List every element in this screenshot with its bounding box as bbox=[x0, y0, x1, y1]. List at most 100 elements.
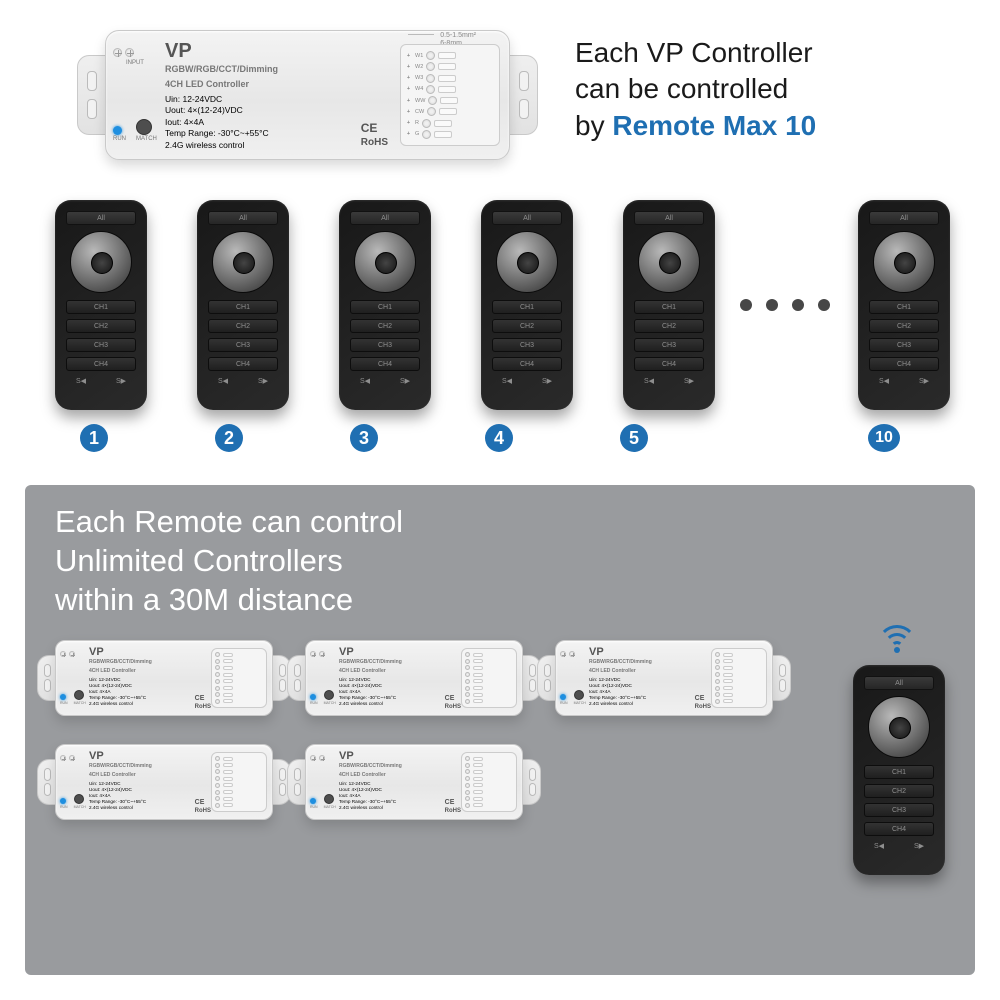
remote-scene-left[interactable]: S◀ bbox=[502, 377, 512, 385]
remote-ch3-button[interactable]: CH3 bbox=[350, 338, 420, 352]
run-label: RUN bbox=[113, 135, 126, 142]
remote-all-button[interactable]: All bbox=[350, 211, 420, 225]
ce-mark: CE bbox=[361, 121, 378, 135]
remote-all-button[interactable]: All bbox=[864, 676, 934, 690]
remote-ch2-button[interactable]: CH2 bbox=[208, 319, 278, 333]
bottom-l3: within a 30M distance bbox=[55, 582, 353, 617]
remote-scene-right[interactable]: S▶ bbox=[116, 377, 126, 385]
remote-control: All CH1 CH2 CH3 CH4 S◀ S▶ bbox=[339, 200, 431, 410]
vp-controller-small: RUNMATCHVPRGBW/RGB/CCT/Dimming4CH LED Co… bbox=[305, 640, 523, 716]
remote-ch2-button[interactable]: CH2 bbox=[66, 319, 136, 333]
remote-number-row: 12345 10 bbox=[80, 424, 950, 452]
vp-controller-small: RUNMATCHVPRGBW/RGB/CCT/Dimming4CH LED Co… bbox=[555, 640, 773, 716]
remote-ch3-button[interactable]: CH3 bbox=[492, 338, 562, 352]
top-caption-l1: Each VP Controller bbox=[575, 37, 813, 68]
remote-row: AllCH1CH2CH3CH4S◀S▶AllCH1CH2CH3CH4S◀S▶Al… bbox=[55, 200, 950, 410]
remote-ch4-button[interactable]: CH4 bbox=[208, 357, 278, 371]
ellipsis-dot-icon bbox=[792, 299, 804, 311]
remote-scene-left[interactable]: S◀ bbox=[874, 842, 884, 850]
remote-all-button[interactable]: All bbox=[869, 211, 939, 225]
bottom-l1: Each Remote can control bbox=[55, 504, 403, 539]
ellipsis-dot-icon bbox=[740, 299, 752, 311]
remote-ch1-button[interactable]: CH1 bbox=[634, 300, 704, 314]
remote-ch2-button[interactable]: CH2 bbox=[864, 784, 934, 798]
output-row: +R bbox=[405, 119, 495, 128]
remote-ch1-button[interactable]: CH1 bbox=[208, 300, 278, 314]
remote-scene-left[interactable]: S◀ bbox=[76, 377, 86, 385]
remote-control: All CH1 CH2 CH3 CH4 S◀ S▶ bbox=[858, 200, 950, 410]
remote-ch4-button[interactable]: CH4 bbox=[66, 357, 136, 371]
remote-ch1-button[interactable]: CH1 bbox=[492, 300, 562, 314]
remote-all-button[interactable]: All bbox=[208, 211, 278, 225]
controller-spec2: Uout: 4×(12-24)VDC bbox=[165, 105, 395, 116]
remote-ch2-button[interactable]: CH2 bbox=[350, 319, 420, 333]
remote-ch1-button[interactable]: CH1 bbox=[66, 300, 136, 314]
remote-scene-right[interactable]: S▶ bbox=[914, 842, 924, 850]
remote-ch2-button[interactable]: CH2 bbox=[492, 319, 562, 333]
remote-scene-right[interactable]: S▶ bbox=[919, 377, 929, 385]
remote-scene-left[interactable]: S◀ bbox=[644, 377, 654, 385]
bottom-remote: All CH1 CH2 CH3 CH4 S◀ S▶ bbox=[853, 665, 945, 875]
remote-all-button[interactable]: All bbox=[634, 211, 704, 225]
remote-ch1-button[interactable]: CH1 bbox=[864, 765, 934, 779]
remote-wheel[interactable] bbox=[212, 231, 274, 293]
match-button[interactable] bbox=[136, 119, 152, 135]
remote-control: All CH1 CH2 CH3 CH4 S◀ S▶ bbox=[623, 200, 715, 410]
remote-wheel[interactable] bbox=[868, 696, 930, 758]
remote-ch2-button[interactable]: CH2 bbox=[634, 319, 704, 333]
remote-ch4-button[interactable]: CH4 bbox=[492, 357, 562, 371]
remote-ch1-button[interactable]: CH1 bbox=[869, 300, 939, 314]
remote-cluster: AllCH1CH2CH3CH4S◀S▶AllCH1CH2CH3CH4S◀S▶Al… bbox=[55, 200, 715, 410]
certification-block: CE RoHS bbox=[361, 122, 388, 148]
remote-scene-right[interactable]: S▶ bbox=[258, 377, 268, 385]
remote-ch4-button[interactable]: CH4 bbox=[864, 822, 934, 836]
match-label: MATCH bbox=[136, 135, 157, 142]
remote-number-badge: 5 bbox=[620, 424, 648, 452]
remote-wheel[interactable] bbox=[873, 231, 935, 293]
output-row: +G bbox=[405, 130, 495, 139]
bottom-caption: Each Remote can control Unlimited Contro… bbox=[55, 503, 945, 619]
remote-ch3-button[interactable]: CH3 bbox=[66, 338, 136, 352]
mount-ear-right-icon bbox=[510, 55, 538, 135]
remote-last-slot: All CH1 CH2 CH3 CH4 S◀ S▶ bbox=[858, 200, 950, 410]
remote-wheel[interactable] bbox=[638, 231, 700, 293]
remote-all-button[interactable]: All bbox=[66, 211, 136, 225]
top-caption-l2: can be controlled bbox=[575, 73, 788, 104]
remote-number-badge: 3 bbox=[350, 424, 378, 452]
remote-ch3-button[interactable]: CH3 bbox=[864, 803, 934, 817]
output-row: +WW bbox=[405, 96, 495, 105]
controller-sub2: 4CH LED Controller bbox=[165, 79, 395, 89]
mount-ear-left-icon bbox=[77, 55, 105, 135]
remote-scene-left[interactable]: S◀ bbox=[879, 377, 889, 385]
top-caption: Each VP Controller can be controlled by … bbox=[575, 35, 960, 144]
input-label: INPUT bbox=[113, 59, 157, 66]
remote-ch4-button[interactable]: CH4 bbox=[350, 357, 420, 371]
remote-ch3-button[interactable]: CH3 bbox=[208, 338, 278, 352]
run-led-icon bbox=[113, 126, 122, 135]
output-row: +CW bbox=[405, 107, 495, 116]
remote-ch4-button[interactable]: CH4 bbox=[869, 357, 939, 371]
controller-output-block: +W1+W2+W3+W4+WW+CW+R+G bbox=[400, 44, 500, 146]
output-row: +W1 bbox=[405, 51, 495, 60]
remote-wheel[interactable] bbox=[354, 231, 416, 293]
remote-number-last: 10 bbox=[868, 424, 900, 452]
remote-scene-right[interactable]: S▶ bbox=[542, 377, 552, 385]
remote-ch2-button[interactable]: CH2 bbox=[869, 319, 939, 333]
remote-scene-right[interactable]: S▶ bbox=[684, 377, 694, 385]
remote-ch4-button[interactable]: CH4 bbox=[634, 357, 704, 371]
controller-spec1: Uin: 12-24VDC bbox=[165, 94, 395, 105]
remote-ch1-button[interactable]: CH1 bbox=[350, 300, 420, 314]
remote-scene-left[interactable]: S◀ bbox=[360, 377, 370, 385]
remote-all-button[interactable]: All bbox=[492, 211, 562, 225]
bottom-panel: Each Remote can control Unlimited Contro… bbox=[25, 485, 975, 975]
remote-wheel[interactable] bbox=[70, 231, 132, 293]
vp-controller-small: RUNMATCHVPRGBW/RGB/CCT/Dimming4CH LED Co… bbox=[55, 744, 273, 820]
remote-wheel[interactable] bbox=[496, 231, 558, 293]
remote-scene-right[interactable]: S▶ bbox=[400, 377, 410, 385]
remote-ch3-button[interactable]: CH3 bbox=[634, 338, 704, 352]
remote-ch3-button[interactable]: CH3 bbox=[869, 338, 939, 352]
remote-control: All CH1 CH2 CH3 CH4 S◀ S▶ bbox=[55, 200, 147, 410]
remote-scene-left[interactable]: S◀ bbox=[218, 377, 228, 385]
top-caption-l3p: by bbox=[575, 110, 612, 141]
rohs-mark: RoHS bbox=[361, 137, 388, 148]
